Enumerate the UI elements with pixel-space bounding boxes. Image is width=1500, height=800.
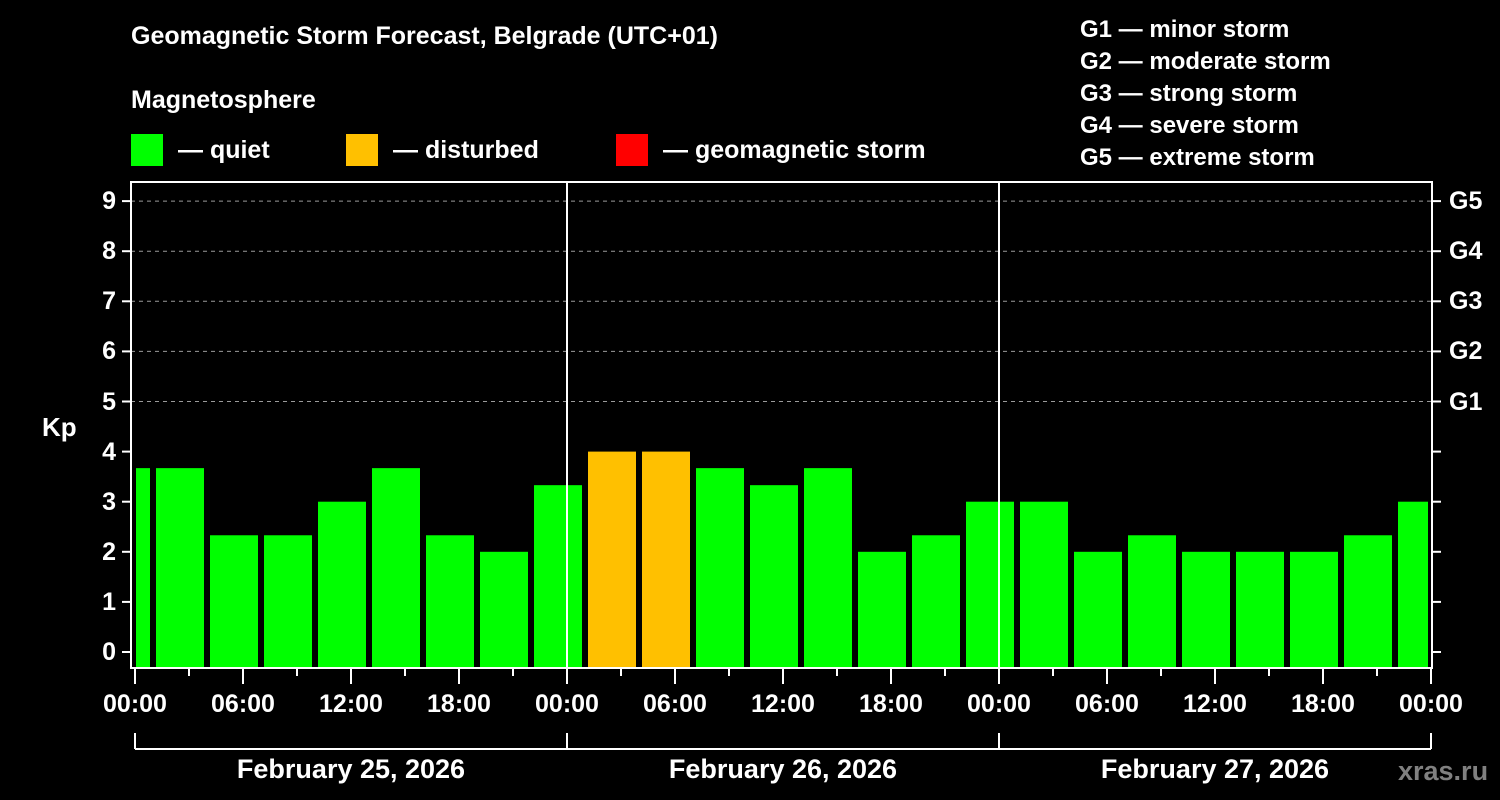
kp-bar: [750, 485, 798, 668]
y-tick-label: 7: [102, 287, 116, 316]
x-tick-label: 18:00: [427, 690, 491, 718]
kp-bar: [588, 451, 636, 668]
kp-bar: [318, 501, 366, 668]
legend-storm: — geomagnetic storm: [616, 134, 926, 166]
g-tick-label: G2: [1449, 337, 1483, 366]
g-scale-g4: G4 — severe storm: [1080, 112, 1299, 139]
kp-bar: [534, 485, 582, 668]
x-tick-label: 12:00: [319, 690, 383, 718]
date-label: February 26, 2026: [668, 754, 898, 784]
kp-bar: [1236, 551, 1284, 668]
legend-quiet-label: — quiet: [178, 135, 270, 164]
kp-bar: [1128, 535, 1176, 668]
legend-quiet: — quiet: [131, 134, 270, 166]
kp-bar: [696, 468, 744, 668]
kp-bar: [1020, 501, 1068, 668]
x-tick-label: 00:00: [103, 690, 167, 718]
y-tick-label: 9: [102, 187, 116, 216]
kp-bar: [642, 451, 690, 668]
kp-bar: [1182, 551, 1230, 668]
disturbed-swatch-icon: [346, 134, 378, 166]
legend-heading: Magnetosphere: [131, 86, 316, 114]
x-tick-label: 18:00: [859, 690, 923, 718]
kp-bar: [1344, 535, 1392, 668]
kp-bar: [804, 468, 852, 668]
g-tick-label: G4: [1449, 237, 1483, 266]
g-scale-g3: G3 — strong storm: [1080, 80, 1298, 107]
g-scale-legend: G1 — minor storm G2 — moderate storm G3 …: [1080, 14, 1331, 174]
y-tick-label: 0: [102, 638, 116, 666]
x-tick-label: 00:00: [535, 690, 599, 718]
y-tick-label: 6: [102, 337, 116, 366]
g-scale-g5: G5 — extreme storm: [1080, 144, 1315, 171]
g-tick-label: G1: [1449, 387, 1483, 416]
plot-frame: [130, 181, 1433, 669]
x-tick-label: 00:00: [1399, 690, 1463, 718]
kp-bar: [210, 535, 258, 668]
g-tick-label: G3: [1449, 287, 1483, 316]
date-label: February 27, 2026: [1100, 754, 1330, 784]
y-tick-label: 1: [102, 587, 116, 616]
x-tick-label: 18:00: [1291, 690, 1355, 718]
storm-swatch-icon: [616, 134, 648, 166]
legend-storm-label: — geomagnetic storm: [663, 135, 926, 164]
x-tick-label: 06:00: [211, 690, 275, 718]
g-scale-g2: G2 — moderate storm: [1080, 48, 1331, 75]
kp-bar: [480, 551, 528, 668]
y-tick-label: 4: [102, 437, 116, 466]
legend-disturbed-label: — disturbed: [393, 135, 539, 164]
x-tick-label: 12:00: [751, 690, 815, 718]
kp-bar: [1074, 551, 1122, 668]
kp-bar: [156, 468, 204, 668]
y-axis-label: Kp: [42, 412, 77, 442]
y-tick-label: 8: [102, 237, 116, 266]
x-tick-label: 06:00: [1075, 690, 1139, 718]
x-tick-label: 06:00: [643, 690, 707, 718]
kp-bar: [426, 535, 474, 668]
g-tick-label: G5: [1449, 187, 1483, 216]
chart-title: Geomagnetic Storm Forecast, Belgrade (UT…: [131, 22, 718, 50]
x-tick-label: 12:00: [1183, 690, 1247, 718]
kp-bar: [136, 468, 150, 668]
watermark: xras.ru: [1398, 756, 1489, 786]
legend-disturbed: — disturbed: [346, 134, 539, 166]
kp-bar: [912, 535, 960, 668]
kp-bar: [264, 535, 312, 668]
kp-bar: [1290, 551, 1338, 668]
date-label: February 25, 2026: [236, 754, 466, 784]
kp-bar: [858, 551, 906, 668]
y-tick-label: 2: [102, 537, 116, 566]
y-tick-label: 5: [102, 387, 116, 416]
kp-bar: [966, 501, 1014, 668]
kp-bar: [1398, 501, 1428, 668]
x-tick-label: 00:00: [967, 690, 1031, 718]
g-scale-g1: G1 — minor storm: [1080, 16, 1290, 43]
y-tick-label: 3: [102, 487, 116, 516]
quiet-swatch-icon: [131, 134, 163, 166]
kp-bar: [372, 468, 420, 668]
